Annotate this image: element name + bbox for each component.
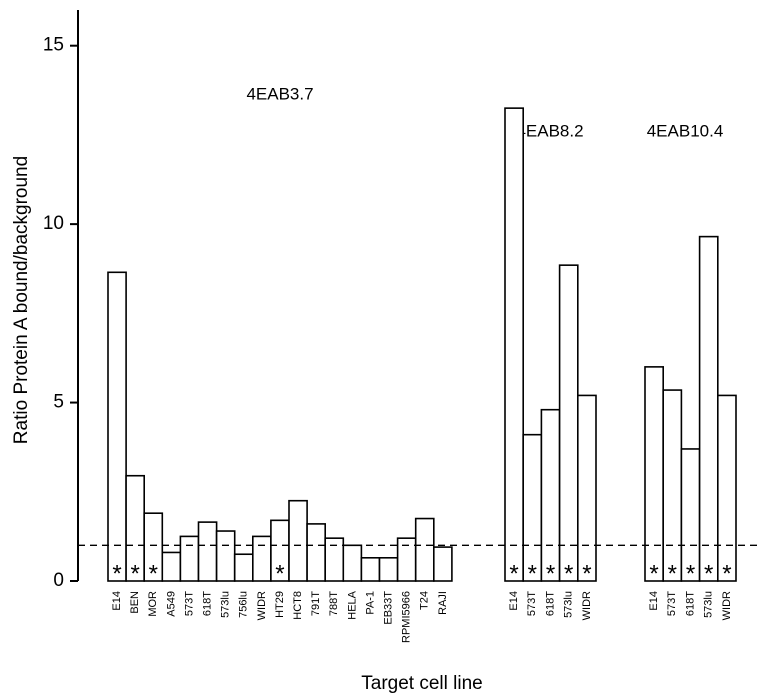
bar bbox=[432, 546, 453, 582]
bar bbox=[197, 521, 218, 582]
significance-marker: * bbox=[528, 560, 537, 587]
bar bbox=[252, 535, 272, 582]
x-tick-label: 573T bbox=[666, 591, 678, 616]
x-tick-label: A549 bbox=[165, 591, 177, 617]
x-tick-label: 618T bbox=[201, 591, 213, 616]
bar bbox=[288, 499, 308, 582]
bar bbox=[558, 264, 579, 582]
bar bbox=[306, 523, 327, 582]
significance-marker: * bbox=[509, 560, 518, 587]
group-title: 4EAB10.4 bbox=[647, 121, 724, 140]
x-tick-label: HT29 bbox=[274, 591, 286, 618]
bar bbox=[342, 544, 363, 582]
x-tick-label: 573lu bbox=[703, 591, 715, 618]
group-title: 4EAB8.2 bbox=[516, 121, 583, 140]
bar bbox=[161, 551, 182, 582]
x-tick-label: 573T bbox=[183, 591, 195, 616]
x-tick-label: 618T bbox=[544, 591, 556, 616]
x-tick-label: HCT8 bbox=[292, 591, 304, 620]
bar bbox=[378, 557, 399, 582]
x-tick-label: 573lu bbox=[220, 591, 232, 618]
x-tick-label: 788T bbox=[328, 591, 340, 616]
bar bbox=[644, 366, 665, 582]
x-axis-label: Target cell line bbox=[361, 673, 482, 694]
bar bbox=[716, 394, 737, 582]
group-title: 4EAB3.7 bbox=[246, 84, 313, 103]
bar bbox=[662, 389, 683, 582]
x-tick-label: WIDR bbox=[721, 591, 733, 620]
y-tick-label: 15 bbox=[43, 35, 64, 56]
significance-marker: * bbox=[582, 560, 591, 587]
x-tick-label: 573lu bbox=[563, 591, 575, 618]
x-tick-label: E14 bbox=[508, 591, 520, 611]
x-tick-label: 791T bbox=[310, 591, 322, 616]
y-tick-label: 5 bbox=[53, 392, 64, 413]
y-tick-label: 10 bbox=[43, 213, 64, 234]
y-tick-label: 0 bbox=[53, 570, 64, 591]
bar bbox=[107, 271, 127, 582]
x-tick-label: 618T bbox=[684, 591, 696, 616]
significance-marker: * bbox=[649, 560, 658, 587]
x-tick-label: T24 bbox=[419, 591, 431, 610]
bar bbox=[576, 394, 597, 582]
x-tick-label: WIDR bbox=[581, 591, 593, 620]
bar bbox=[233, 553, 254, 582]
significance-marker: * bbox=[722, 560, 731, 587]
x-tick-label: EB33T bbox=[382, 591, 394, 625]
bar bbox=[360, 557, 381, 582]
x-tick-label: MOR bbox=[147, 591, 159, 617]
bar bbox=[143, 512, 164, 582]
significance-marker: * bbox=[564, 560, 573, 587]
x-tick-label: RPMI5966 bbox=[401, 591, 413, 643]
significance-marker: * bbox=[130, 560, 139, 587]
x-tick-label: E14 bbox=[111, 591, 123, 611]
x-tick-label: RAJI bbox=[437, 591, 449, 615]
x-tick-label: PA-1 bbox=[364, 591, 376, 615]
y-axis-label: Ratio Protein A bound/background bbox=[11, 156, 32, 444]
bar bbox=[179, 535, 200, 582]
significance-marker: * bbox=[149, 560, 158, 587]
significance-marker: * bbox=[704, 560, 713, 587]
bar bbox=[698, 235, 719, 582]
bar bbox=[504, 107, 525, 582]
x-tick-label: HELA bbox=[346, 590, 358, 619]
x-tick-label: 573T bbox=[526, 591, 538, 616]
bar bbox=[414, 517, 435, 582]
bar bbox=[522, 433, 543, 582]
x-tick-label: BEN bbox=[129, 591, 141, 614]
significance-marker: * bbox=[668, 560, 677, 587]
significance-marker: * bbox=[686, 560, 695, 587]
bar bbox=[396, 537, 417, 582]
bar bbox=[324, 537, 345, 582]
x-tick-label: 756lu bbox=[238, 591, 250, 618]
significance-marker: * bbox=[275, 560, 284, 587]
x-tick-label: E14 bbox=[648, 591, 660, 611]
significance-marker: * bbox=[546, 560, 555, 587]
bar bbox=[215, 530, 236, 582]
significance-marker: * bbox=[112, 560, 121, 587]
x-tick-label: WIDR bbox=[256, 591, 268, 620]
bar bbox=[540, 408, 561, 582]
